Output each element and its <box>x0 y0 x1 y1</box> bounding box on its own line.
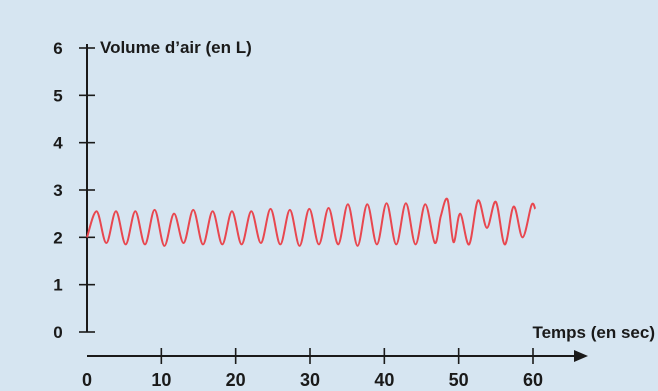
x-axis-arrow-icon <box>574 350 588 362</box>
x-tick-label: 0 <box>82 370 92 390</box>
y-tick-label: 3 <box>53 181 62 200</box>
y-tick-label: 2 <box>53 228 62 247</box>
x-tick-label: 50 <box>449 370 469 390</box>
series-group <box>86 197 537 247</box>
x-tick-label: 10 <box>151 370 171 390</box>
y-tick-label: 5 <box>53 86 62 105</box>
y-tick-label: 1 <box>53 276 62 295</box>
y-tick-label: 0 <box>53 323 62 342</box>
x-tick-label: 60 <box>523 370 543 390</box>
series-line <box>86 197 537 247</box>
x-tick-label: 20 <box>226 370 246 390</box>
x-ticks: 0 10 20 30 40 50 60 <box>82 348 543 390</box>
axes <box>86 44 588 362</box>
y-ticks: 0 1 2 3 4 5 6 <box>53 39 95 342</box>
y-axis-label: Volume d’air (en L) <box>100 38 252 57</box>
y-tick-label: 6 <box>53 39 62 58</box>
x-tick-label: 30 <box>300 370 320 390</box>
y-tick-label: 4 <box>53 134 63 153</box>
x-axis-label: Temps (en sec) <box>532 323 655 342</box>
x-tick-label: 40 <box>374 370 394 390</box>
